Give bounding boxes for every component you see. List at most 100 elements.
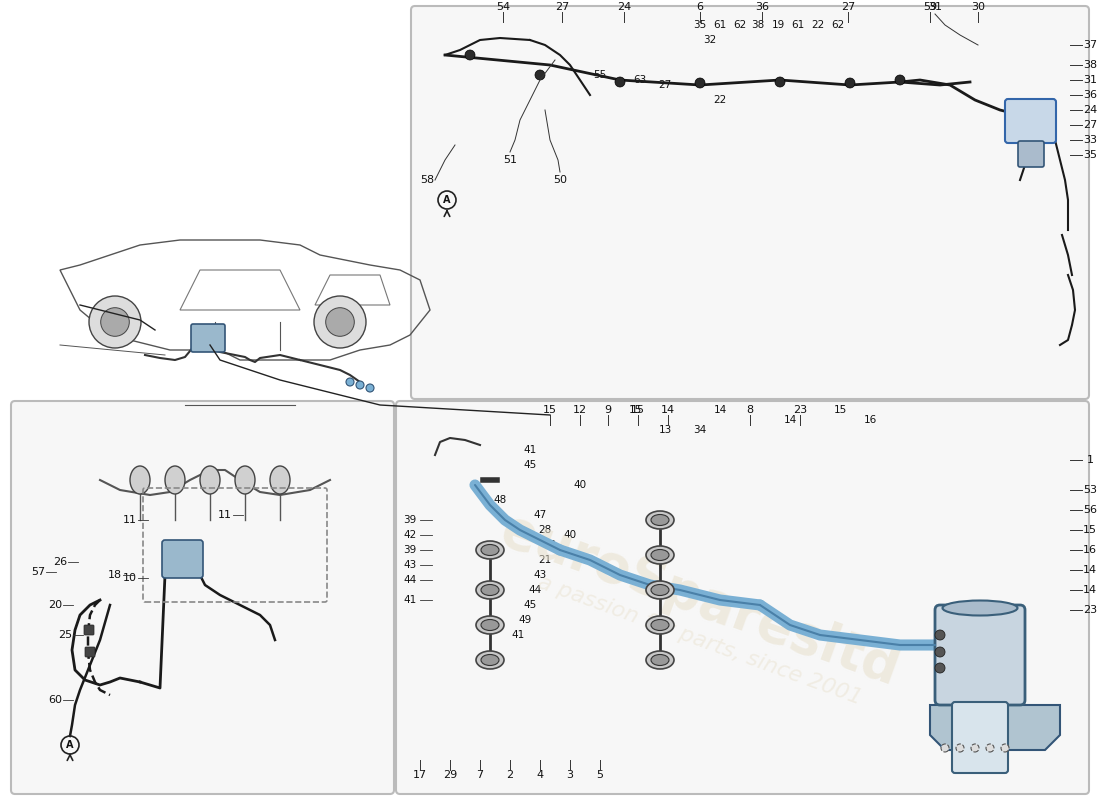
Ellipse shape: [476, 541, 504, 559]
Circle shape: [935, 647, 945, 657]
Text: A: A: [443, 195, 451, 205]
Text: 2: 2: [506, 770, 514, 780]
Text: 22: 22: [714, 95, 727, 105]
Text: 59: 59: [923, 2, 937, 12]
Ellipse shape: [651, 654, 669, 666]
Text: 18: 18: [108, 570, 122, 580]
Text: 16: 16: [864, 415, 877, 425]
Text: 15: 15: [1084, 525, 1097, 535]
FancyBboxPatch shape: [1005, 99, 1056, 143]
Text: 16: 16: [1084, 545, 1097, 555]
Text: 15: 15: [631, 405, 645, 415]
Text: 36: 36: [1084, 90, 1097, 100]
FancyBboxPatch shape: [162, 540, 204, 578]
Text: a passion for parts, since 2001: a passion for parts, since 2001: [536, 572, 865, 708]
FancyBboxPatch shape: [84, 625, 94, 635]
Text: 11: 11: [218, 510, 232, 520]
Circle shape: [695, 78, 705, 88]
Text: 44: 44: [404, 575, 417, 585]
Text: 36: 36: [755, 2, 769, 12]
Text: 19: 19: [771, 20, 784, 30]
Circle shape: [615, 77, 625, 87]
FancyBboxPatch shape: [935, 605, 1025, 705]
Circle shape: [366, 384, 374, 392]
FancyBboxPatch shape: [85, 647, 95, 657]
Text: 39: 39: [404, 545, 417, 555]
Text: 31: 31: [928, 2, 942, 12]
Ellipse shape: [646, 581, 674, 599]
Text: 41: 41: [404, 595, 417, 605]
Ellipse shape: [651, 550, 669, 561]
Ellipse shape: [481, 619, 499, 630]
Circle shape: [845, 78, 855, 88]
Text: 3: 3: [566, 770, 573, 780]
Text: 25: 25: [58, 630, 73, 640]
Text: euroSparesltd: euroSparesltd: [494, 504, 906, 696]
Text: 43: 43: [404, 560, 417, 570]
Text: 22: 22: [812, 20, 825, 30]
FancyBboxPatch shape: [396, 401, 1089, 794]
Text: 38: 38: [1082, 60, 1097, 70]
Text: 15: 15: [628, 405, 641, 415]
Text: 62: 62: [832, 20, 845, 30]
Ellipse shape: [481, 654, 499, 666]
Circle shape: [986, 744, 994, 752]
Text: 58: 58: [420, 175, 434, 185]
Text: 1: 1: [1087, 455, 1093, 465]
Text: 34: 34: [693, 425, 706, 435]
Ellipse shape: [235, 466, 255, 494]
Circle shape: [895, 75, 905, 85]
Polygon shape: [930, 705, 1060, 750]
Ellipse shape: [200, 466, 220, 494]
Text: 15: 15: [543, 405, 557, 415]
Text: 50: 50: [553, 175, 566, 185]
Text: 60: 60: [48, 695, 62, 705]
FancyBboxPatch shape: [191, 324, 225, 352]
Ellipse shape: [646, 511, 674, 529]
Circle shape: [776, 77, 785, 87]
Circle shape: [971, 744, 979, 752]
Text: 13: 13: [659, 425, 672, 435]
Text: 47: 47: [534, 510, 547, 520]
Text: 41: 41: [512, 630, 525, 640]
Text: 57: 57: [31, 567, 45, 577]
Text: 11: 11: [123, 515, 138, 525]
Text: 32: 32: [703, 35, 716, 45]
Text: 55: 55: [593, 70, 606, 80]
Text: 35: 35: [693, 20, 706, 30]
Text: 61: 61: [791, 20, 804, 30]
Text: 4: 4: [537, 770, 543, 780]
Ellipse shape: [646, 651, 674, 669]
Text: 44: 44: [528, 585, 541, 595]
Circle shape: [1001, 744, 1009, 752]
Text: 39: 39: [404, 515, 417, 525]
Text: 17: 17: [412, 770, 427, 780]
Text: 9: 9: [604, 405, 612, 415]
Text: 29: 29: [443, 770, 458, 780]
Ellipse shape: [270, 466, 290, 494]
Ellipse shape: [651, 585, 669, 595]
FancyBboxPatch shape: [411, 6, 1089, 399]
Text: 30: 30: [971, 2, 984, 12]
Text: 27: 27: [840, 2, 855, 12]
Text: 14: 14: [661, 405, 675, 415]
Text: 37: 37: [1082, 40, 1097, 50]
Text: 15: 15: [834, 405, 847, 415]
Text: 63: 63: [634, 75, 647, 85]
Circle shape: [89, 296, 141, 348]
Text: 38: 38: [751, 20, 764, 30]
Ellipse shape: [646, 546, 674, 564]
Text: 27: 27: [1082, 120, 1097, 130]
Text: 45: 45: [524, 600, 537, 610]
Ellipse shape: [476, 581, 504, 599]
Text: 8: 8: [747, 405, 754, 415]
Text: 33: 33: [1084, 135, 1097, 145]
Circle shape: [101, 308, 130, 336]
Text: 14: 14: [1082, 565, 1097, 575]
Text: 56: 56: [1084, 505, 1097, 515]
Text: 23: 23: [1082, 605, 1097, 615]
Circle shape: [326, 308, 354, 336]
Text: 40: 40: [573, 480, 586, 490]
Text: 5: 5: [596, 770, 604, 780]
Text: 24: 24: [617, 2, 631, 12]
